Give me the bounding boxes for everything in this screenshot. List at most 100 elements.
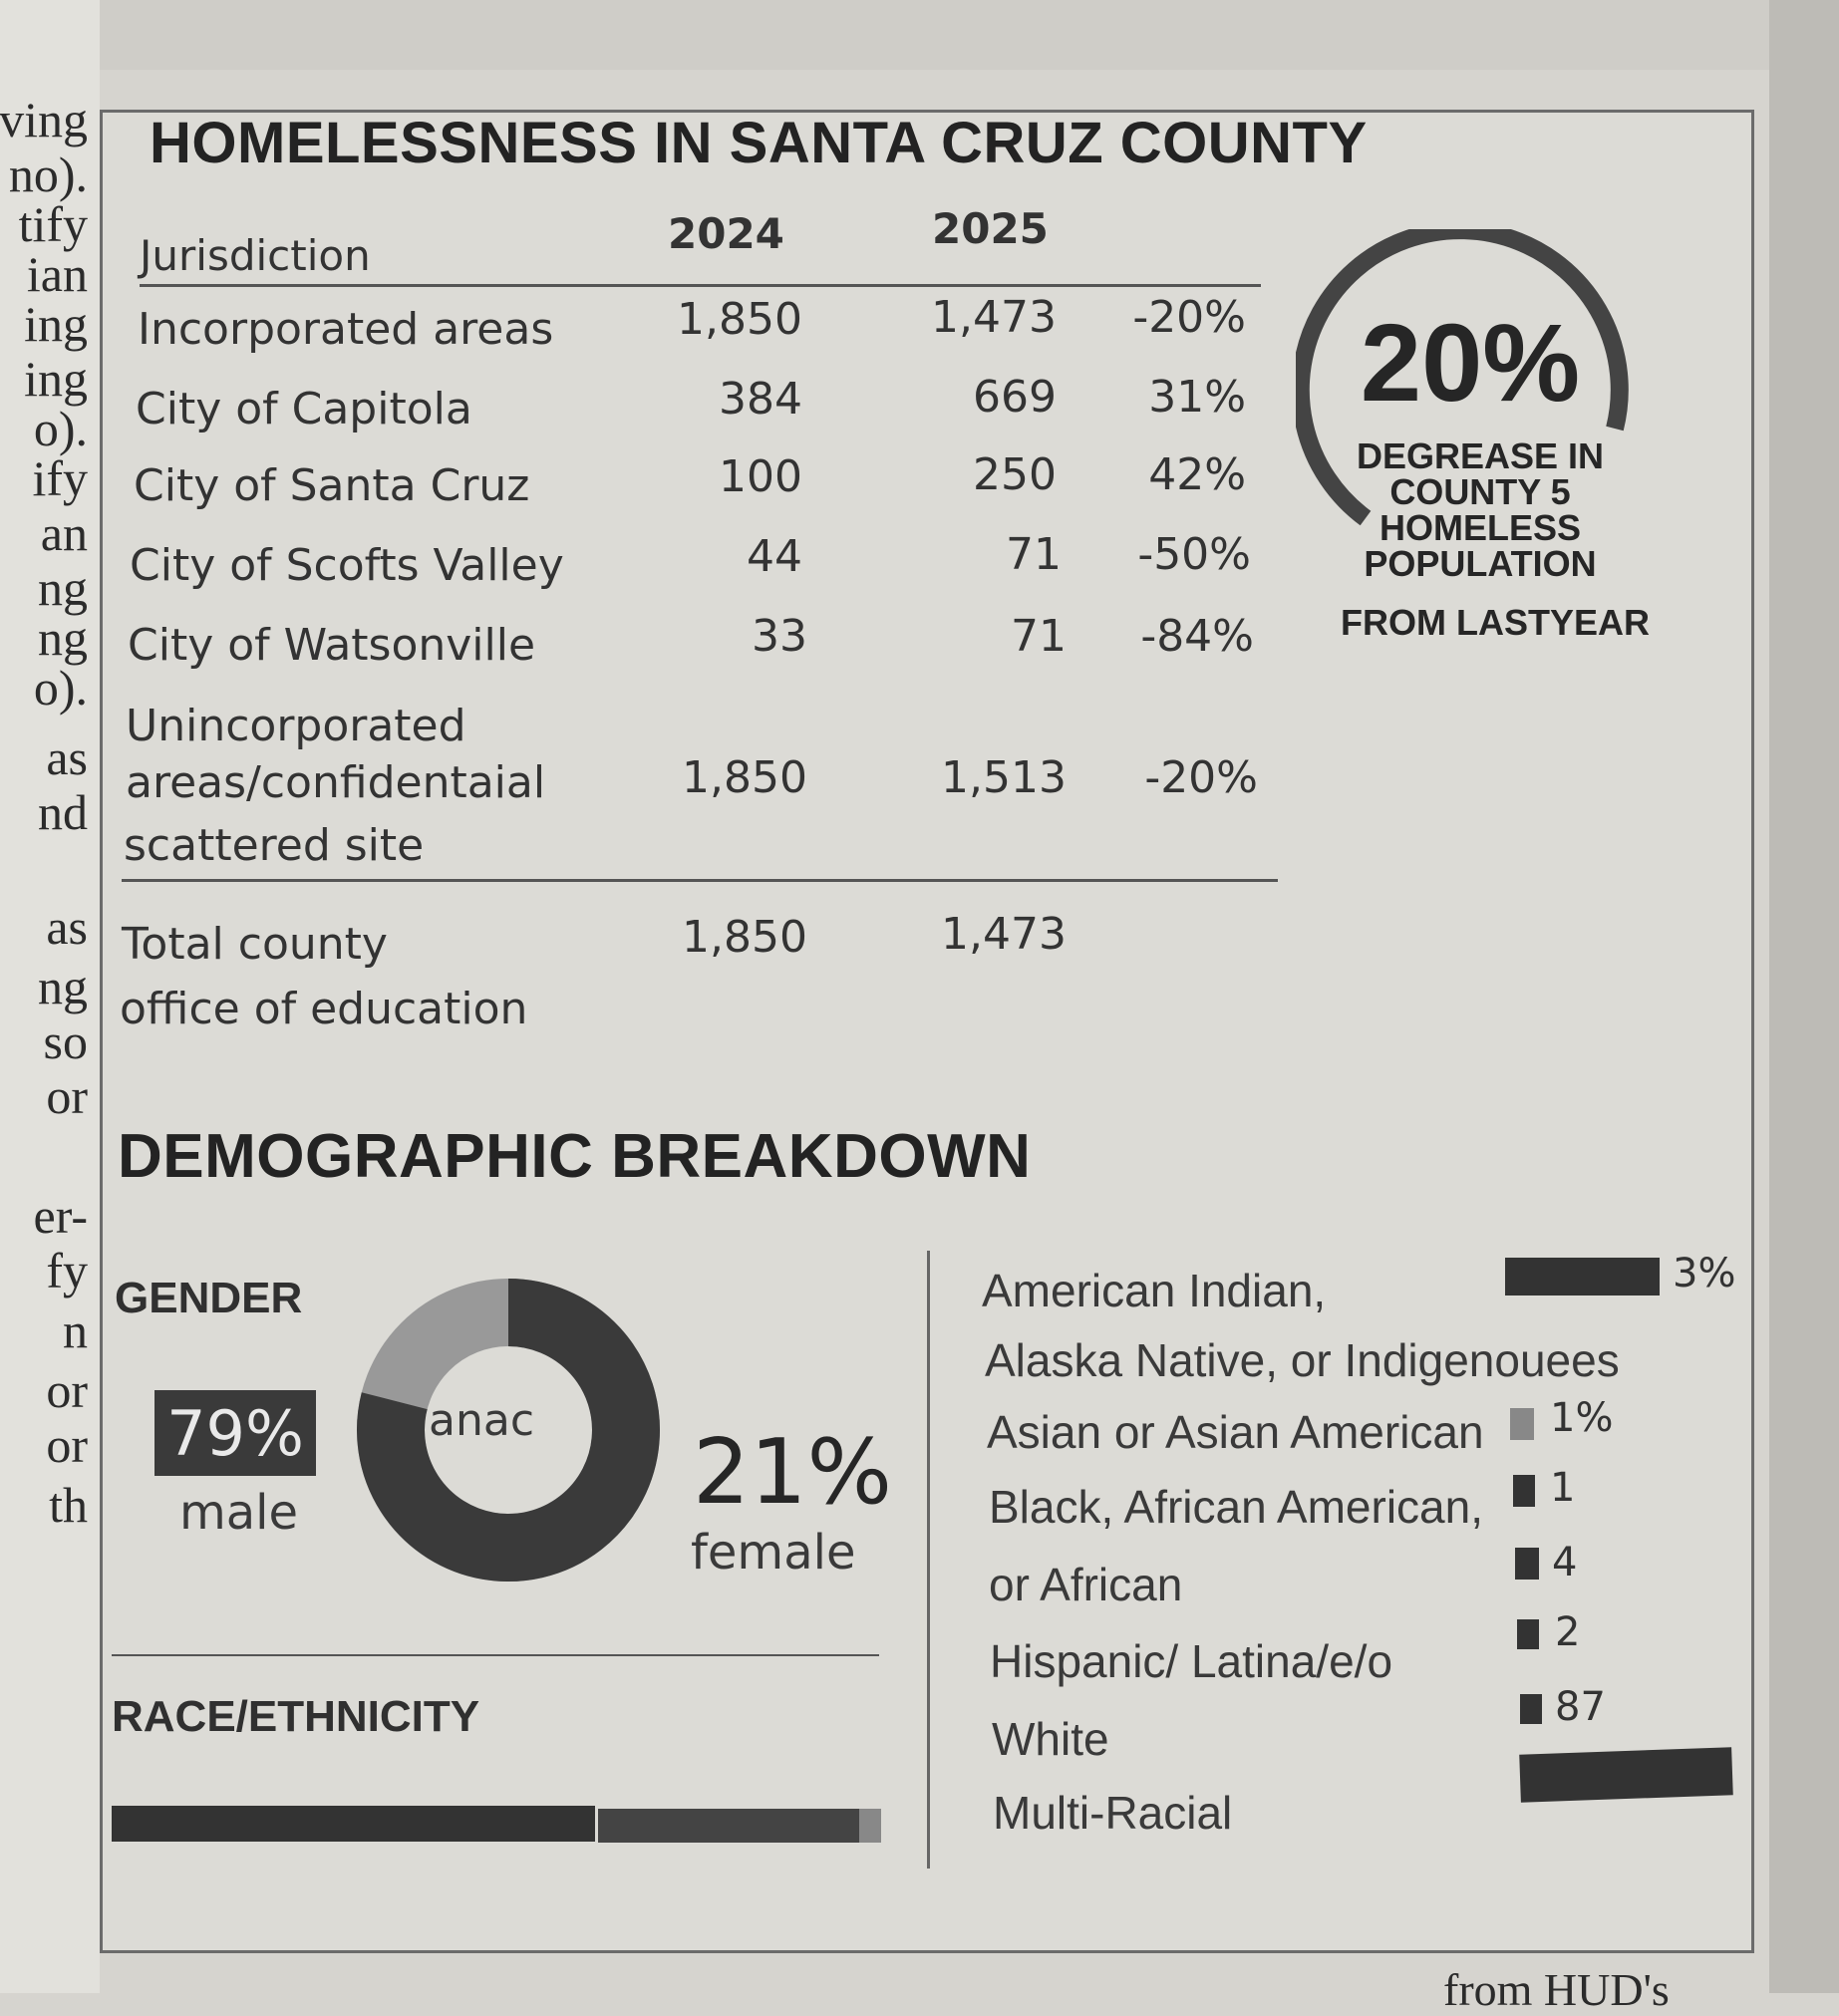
- row-value-2024: 100: [719, 451, 802, 502]
- race-label: or African: [989, 1559, 1183, 1610]
- row-value-2025: 1,473: [931, 292, 1057, 343]
- margin-text: as: [46, 899, 88, 955]
- margin-text: fy: [46, 1243, 88, 1298]
- row-label: City of Santa Cruz: [134, 460, 530, 511]
- header-jurisdiction: Jurisdiction: [140, 231, 371, 280]
- decrease-stat-value: 20%: [1360, 302, 1581, 425]
- header-2024: 2024: [668, 209, 784, 258]
- row-label: City of Watsonville: [128, 620, 536, 671]
- row-value-2025: 71: [1011, 611, 1067, 662]
- margin-text: no).: [8, 146, 88, 202]
- row-value-2024: 44: [747, 531, 802, 582]
- donut-male-segment: [357, 1279, 660, 1582]
- margin-text: or: [46, 1362, 88, 1418]
- margin-text: er-: [33, 1188, 89, 1244]
- race-bar: [1517, 1619, 1539, 1649]
- male-percentage-badge: 79%: [154, 1390, 316, 1476]
- section-rule: [112, 1654, 879, 1656]
- margin-text: ng: [38, 610, 88, 666]
- row-label-line: areas/confidentaial: [126, 757, 546, 808]
- stat-caption-line: COUNTY 5: [1389, 471, 1571, 512]
- donut-center-label: anac: [429, 1395, 535, 1446]
- row-change: 42%: [1148, 449, 1246, 500]
- column-divider: [927, 1251, 930, 1869]
- race-label: Multi-Racial: [993, 1787, 1233, 1839]
- female-percentage: 21%: [693, 1420, 893, 1525]
- race-stacked-bar-segment: [859, 1809, 881, 1843]
- race-label: American Indian,: [982, 1265, 1327, 1316]
- margin-text: nd: [38, 784, 88, 840]
- row-change: -20%: [1132, 292, 1246, 343]
- male-label: male: [179, 1485, 299, 1541]
- row-value-2025: 1,513: [941, 752, 1067, 803]
- newspaper-top-edge: [0, 0, 1839, 70]
- page-edge-shadow: [1769, 0, 1839, 1993]
- total-rule: [122, 879, 1278, 882]
- margin-text: ng: [38, 959, 88, 1014]
- margin-text: o).: [33, 401, 88, 456]
- race-bar: [1515, 1548, 1539, 1580]
- row-label: City of Scofts Valley: [130, 540, 564, 591]
- margin-text: o).: [33, 660, 88, 716]
- footer-text: from HUD's: [1443, 1964, 1670, 2015]
- row-value-2024: 1,850: [677, 294, 802, 345]
- row-label: City of Capitola: [136, 384, 472, 434]
- race-label: Black, African American,: [989, 1481, 1483, 1533]
- race-bar: [1505, 1258, 1660, 1296]
- decrease-ring-graphic: [1296, 229, 1629, 526]
- row-change: 31%: [1148, 372, 1246, 423]
- article-column-fragment: ving no). tify ian ing ing o). ify an ng…: [0, 0, 100, 1993]
- gender-heading: GENDER: [115, 1274, 303, 1322]
- race-bar: [1510, 1408, 1534, 1440]
- race-value: 3%: [1673, 1251, 1736, 1296]
- race-value: 2: [1555, 1609, 1581, 1655]
- row-value-2025: 669: [973, 372, 1057, 423]
- race-label: White: [992, 1713, 1109, 1765]
- stat-caption-line: DEGREASE IN: [1356, 435, 1605, 476]
- race-heading: RACE/ETHNICITY: [112, 1692, 480, 1741]
- race-value: 4: [1552, 1540, 1578, 1585]
- race-bar: [1520, 1694, 1542, 1724]
- race-value: 87: [1555, 1684, 1606, 1730]
- margin-text: as: [46, 729, 88, 785]
- margin-text: an: [40, 505, 88, 561]
- margin-text: ing: [24, 351, 88, 407]
- row-value-2025: 71: [1006, 529, 1062, 580]
- margin-text: ng: [38, 560, 88, 616]
- race-value: 1%: [1550, 1395, 1614, 1441]
- margin-text: so: [43, 1013, 88, 1069]
- total-label-line: office of education: [120, 984, 528, 1034]
- stat-caption-line: POPULATION: [1364, 543, 1597, 584]
- header-rule: [140, 284, 1261, 287]
- margin-text: ian: [26, 246, 88, 302]
- row-label: Incorporated areas: [138, 304, 554, 355]
- row-value-2024: 1,850: [682, 752, 807, 803]
- race-stacked-bar-segment: [112, 1806, 595, 1842]
- margin-text: n: [63, 1302, 88, 1358]
- row-label-line: scattered site: [124, 820, 425, 871]
- margin-text: ving: [0, 92, 88, 147]
- gender-donut-chart: [357, 1279, 660, 1582]
- row-change: -20%: [1144, 752, 1258, 803]
- decrease-stat-caption: DEGREASE IN COUNTY 5 HOMELESS POPULATION: [1336, 438, 1625, 582]
- row-value-2024: 33: [752, 611, 807, 662]
- header-2025: 2025: [932, 204, 1049, 253]
- margin-text: ing: [24, 296, 88, 352]
- row-label-line: Unincorporated: [126, 701, 466, 751]
- race-label: Asian or Asian American: [987, 1406, 1484, 1458]
- row-value-2025: 250: [973, 449, 1057, 500]
- total-label-line: Total county: [122, 919, 388, 970]
- total-value-2025: 1,473: [941, 909, 1067, 960]
- stat-caption-line: HOMELESS: [1379, 507, 1582, 548]
- margin-text: or: [46, 1068, 88, 1124]
- margin-text: tify: [18, 196, 88, 252]
- margin-text: or: [46, 1417, 88, 1473]
- female-label: female: [691, 1525, 856, 1581]
- demographics-title: DEMOGRAPHIC BREAKDOWN: [118, 1122, 1032, 1191]
- race-bar: [1519, 1747, 1733, 1803]
- infographic-title: HOMELESSNESS IN SANTA CRUZ COUNTY: [150, 111, 1368, 175]
- stat-caption-line: FROM LASTYEAR: [1341, 602, 1650, 643]
- row-change: -50%: [1137, 529, 1251, 580]
- row-value-2024: 384: [719, 374, 802, 425]
- race-label: Alaska Native, or Indigenouees: [985, 1334, 1620, 1386]
